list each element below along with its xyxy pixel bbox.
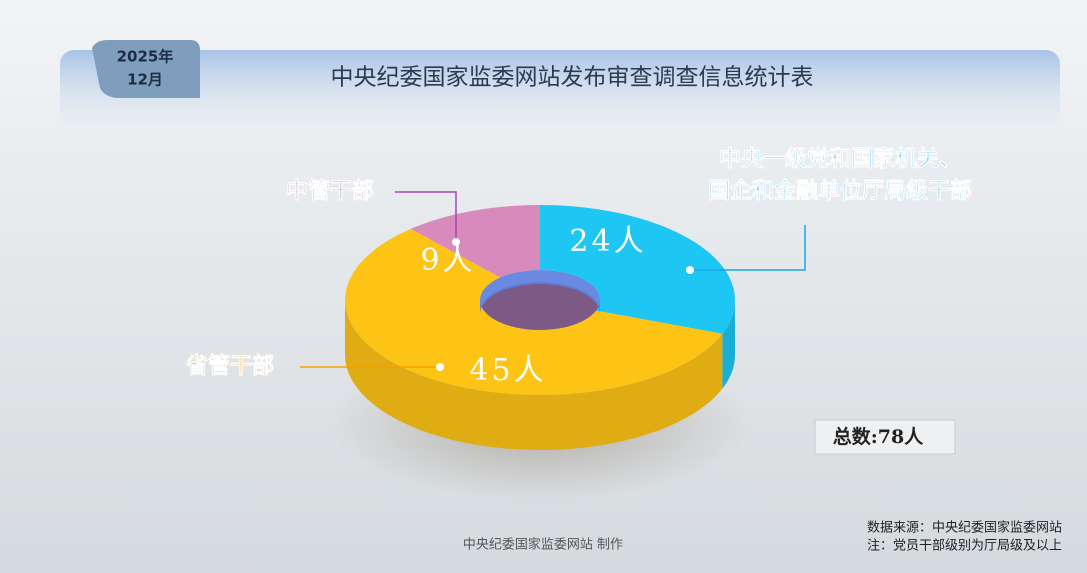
leader-line: [395, 191, 457, 242]
category-label: 省管干部: [185, 353, 274, 379]
date-badge: [92, 40, 200, 98]
slice: [345, 228, 723, 395]
slice: [540, 205, 735, 334]
total-label: 总数:78人: [833, 425, 924, 448]
labels: 24人 中央一级党和国家机关、国企和金融单位厅局级干部 45人 省管干部 9人 中管干部: [185, 146, 973, 388]
category-label: 中管干部: [286, 178, 374, 204]
date-month: 12月: [127, 71, 163, 89]
footer: 中央纪委国家监委网站 制作: [463, 537, 623, 553]
slice-side: [722, 300, 735, 389]
slice: [410, 205, 540, 278]
label-dot: [686, 266, 694, 274]
value-label: 45人: [469, 353, 546, 388]
label-dot: [436, 363, 444, 371]
title-band: [60, 50, 1060, 130]
hole-wall: [480, 270, 600, 314]
note: 注：党员干部级别为厅局级及以上: [867, 539, 1062, 554]
category-label: 中央一级党和国家机关、国企和金融单位厅局级干部: [708, 146, 972, 204]
date-year: 2025年: [117, 48, 174, 66]
total-badge: [814, 419, 956, 455]
value-label: 9人: [420, 243, 475, 278]
source: 数据来源：中央纪委国家监委网站: [867, 520, 1062, 536]
slice-side: [345, 300, 723, 450]
leader-line: [690, 225, 806, 271]
value-label: 24人: [569, 224, 646, 259]
donut: [345, 205, 735, 450]
chart-title: 中央纪委国家监委网站发布审查调查信息统计表: [331, 65, 814, 91]
label-dot: [452, 238, 460, 246]
